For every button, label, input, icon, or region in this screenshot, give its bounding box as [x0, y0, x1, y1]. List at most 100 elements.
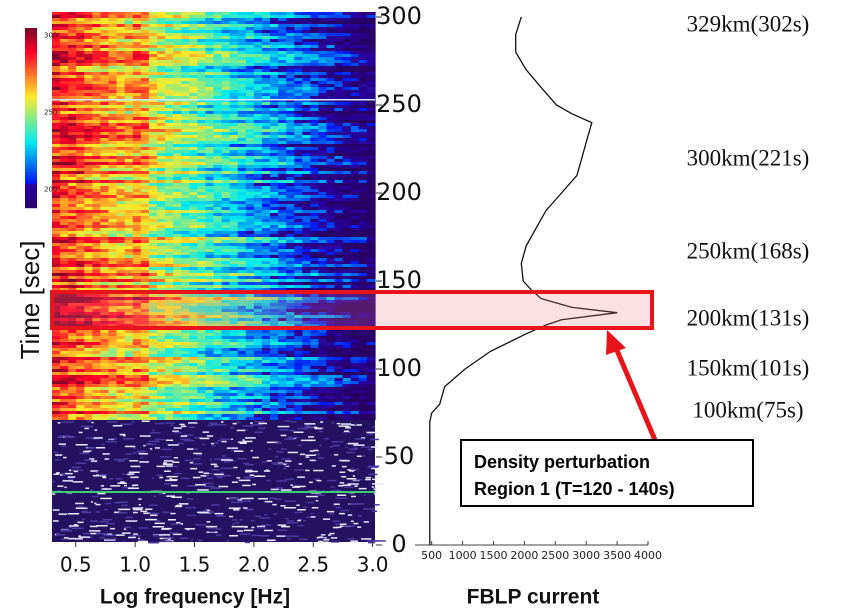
spectrogram-cell: [60, 174, 69, 177]
spectrogram-cell: [109, 63, 118, 66]
spectrogram-cell: [230, 336, 239, 339]
spectrogram-cell: [133, 120, 142, 123]
spectrogram-cell: [286, 231, 295, 234]
spectrogram-cell: [173, 168, 182, 171]
spectrogram-cell: [335, 141, 344, 144]
spectrogram-cell: [189, 12, 198, 15]
spectrogram-cell: [149, 195, 158, 198]
spectrogram-cell: [310, 81, 319, 84]
spectrogram-cell: [173, 360, 182, 363]
spectrogram-cell: [125, 363, 134, 366]
spectrogram-cell: [60, 183, 69, 186]
spectrogram-cell: [173, 177, 182, 180]
spectrogram-cell: [335, 381, 344, 384]
spectrogram-cell: [52, 48, 61, 51]
spectrogram-cell: [165, 123, 174, 126]
spectrogram-cell: [109, 111, 118, 114]
spectrogram-cell: [205, 372, 214, 375]
spectrogram-cell: [68, 27, 77, 30]
spectrogram-cell: [133, 270, 142, 273]
spectrogram-cell: [367, 150, 376, 153]
spectrogram-cell: [205, 132, 214, 135]
spectrogram-cell: [327, 135, 336, 138]
spectrogram-cell: [117, 192, 126, 195]
spectrogram-cell: [310, 147, 319, 150]
spectrogram-cell: [173, 69, 182, 72]
spectrogram-cell: [109, 27, 118, 30]
spectrogram-cell: [286, 258, 295, 261]
spectrogram-cell: [270, 357, 279, 360]
spectrogram-cell: [149, 252, 158, 255]
spectrogram-cell: [68, 114, 77, 117]
spectrogram-cell: [351, 24, 360, 27]
spectrogram-cell: [52, 81, 61, 84]
spectrogram-cell: [238, 171, 247, 174]
spectrogram-cell: [189, 57, 198, 60]
spectrogram-cell: [238, 198, 247, 201]
spectrogram-cell: [270, 108, 279, 111]
spectrogram-cell: [230, 72, 239, 75]
spectrogram-cell: [367, 36, 376, 39]
spectrogram-cell: [222, 72, 231, 75]
spectrogram-cell: [351, 282, 360, 285]
spectrogram-cell: [262, 171, 271, 174]
spectrogram-cell: [214, 81, 223, 84]
spectrogram-cell: [197, 102, 206, 105]
spectrogram-cell: [319, 357, 328, 360]
spectrogram-cell: [254, 42, 263, 45]
spectrogram-cell: [60, 114, 69, 117]
spectrogram-cell: [76, 93, 85, 96]
spectrogram-cell: [327, 243, 336, 246]
spectrogram-cell: [254, 243, 263, 246]
spectrogram-cell: [84, 123, 93, 126]
spectrogram-cell: [319, 153, 328, 156]
spectrogram-cell: [367, 351, 376, 354]
spectrogram-cell: [343, 114, 352, 117]
spectrogram-cell: [92, 183, 101, 186]
spectrogram-cell: [246, 132, 255, 135]
spectrogram-cell: [294, 81, 303, 84]
spectrogram-cell: [181, 60, 190, 63]
spectrogram-cell: [351, 246, 360, 249]
spectrogram-cell: [262, 96, 271, 99]
spectrogram-cell: [351, 264, 360, 267]
spectrogram-cell: [125, 276, 134, 279]
spectrogram-cell: [157, 15, 166, 18]
spectrogram-cell: [214, 162, 223, 165]
spectrogram-cell: [100, 30, 109, 33]
spectrogram-cell: [359, 42, 368, 45]
spectrogram-cell: [270, 186, 279, 189]
spectrogram-cell: [294, 180, 303, 183]
spectrogram-cell: [84, 108, 93, 111]
spectrogram-cell: [197, 168, 206, 171]
spectrogram-cell: [278, 72, 287, 75]
spectrogram-cell: [230, 189, 239, 192]
spectrogram-cell: [189, 345, 198, 348]
spectrogram-cell: [351, 90, 360, 93]
spectrogram-cell: [319, 360, 328, 363]
spectrogram-cell: [367, 255, 376, 258]
spectrogram-cell: [205, 276, 214, 279]
spectrogram-cell: [319, 132, 328, 135]
spectrogram-cell: [173, 123, 182, 126]
spectrogram-cell: [84, 378, 93, 381]
spectrogram-cell: [197, 237, 206, 240]
spectrogram-cell: [222, 114, 231, 117]
spectrogram-cell: [117, 267, 126, 270]
spectrogram-cell: [157, 60, 166, 63]
spectrogram-cell: [109, 336, 118, 339]
spectrogram-cell: [68, 252, 77, 255]
spectrogram-cell: [165, 345, 174, 348]
spectrogram-cell: [141, 360, 150, 363]
spectrogram-cell: [286, 366, 295, 369]
spectrogram-cell: [262, 333, 271, 336]
spectrogram-cell: [319, 366, 328, 369]
spectrogram-cell: [189, 222, 198, 225]
spectrogram-cell: [60, 18, 69, 21]
spectrogram-cell: [181, 360, 190, 363]
spectrogram-cell: [117, 204, 126, 207]
spectrogram-cell: [319, 174, 328, 177]
spectrogram-cell: [278, 195, 287, 198]
spectrogram-cell: [165, 78, 174, 81]
spectrogram-cell: [351, 75, 360, 78]
